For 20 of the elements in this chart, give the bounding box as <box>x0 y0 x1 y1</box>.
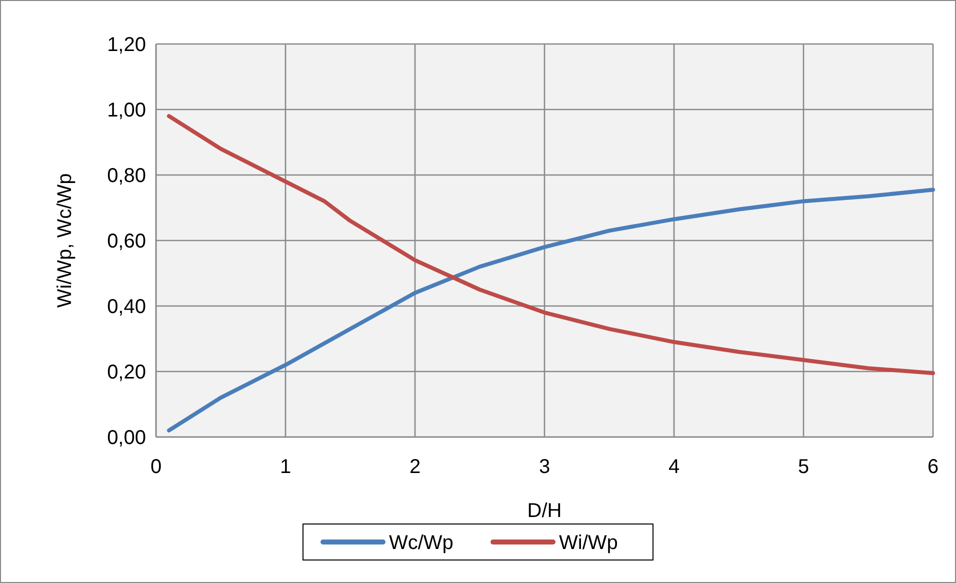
y-tick-label: 0,40 <box>107 296 146 318</box>
x-axis-title: D/H <box>527 500 562 522</box>
x-tick-label: 3 <box>538 456 550 478</box>
y-tick-label: 1,20 <box>107 34 146 56</box>
y-tick-label: 0,80 <box>107 165 146 187</box>
y-axis-title: Wi/Wp, Wc/Wp <box>54 173 76 308</box>
x-tick-label: 5 <box>798 456 810 478</box>
x-tick-label: 1 <box>280 456 292 478</box>
x-tick-label: 2 <box>409 456 421 478</box>
line-series <box>166 188 935 432</box>
x-tick-label: 4 <box>668 456 680 478</box>
legend-label: Wc/Wp <box>389 532 454 554</box>
legend-label: Wi/Wp <box>559 532 618 554</box>
line-series <box>166 114 935 376</box>
x-tick-label: 6 <box>927 456 939 478</box>
y-tick-label: 1,00 <box>107 100 146 122</box>
y-tick-label: 0,20 <box>107 362 146 384</box>
y-tick-label: 0,60 <box>107 230 146 252</box>
x-tick-label: 0 <box>150 456 162 478</box>
y-tick-label: 0,00 <box>107 427 146 449</box>
